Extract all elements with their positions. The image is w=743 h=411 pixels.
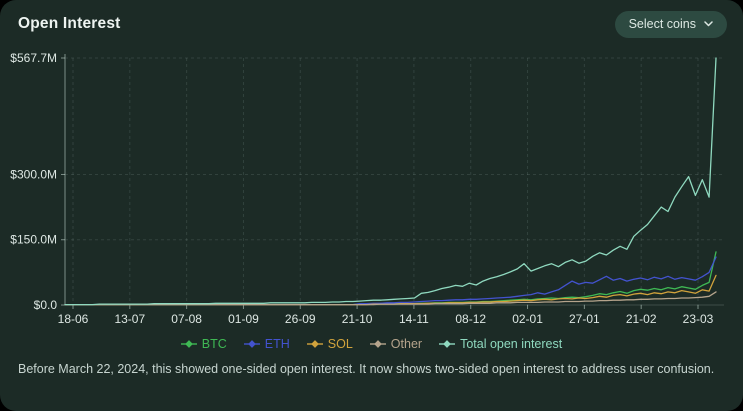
x-axis-label: 27-01 xyxy=(569,312,600,326)
page-title: Open Interest xyxy=(18,15,121,32)
legend-item-btc[interactable]: BTC xyxy=(180,337,227,351)
x-axis-label: 07-08 xyxy=(171,312,202,326)
legend-item-eth[interactable]: ETH xyxy=(243,337,290,351)
x-axis-label: 23-03 xyxy=(683,312,714,326)
series-marker-icon xyxy=(369,340,386,348)
x-axis-label: 08-12 xyxy=(455,312,486,326)
x-axis-label: 13-07 xyxy=(114,312,145,326)
x-axis-label: 26-09 xyxy=(285,312,316,326)
series-marker-icon xyxy=(243,340,260,348)
x-axis-label: 21-10 xyxy=(342,312,373,326)
legend-item-total-open-interest[interactable]: Total open interest xyxy=(439,337,562,351)
open-interest-chart: $567.7M $300.0M $150.0M $0.018-06 13-07 07-08… xyxy=(10,51,724,326)
legend-item-other[interactable]: Other xyxy=(369,337,423,351)
y-axis-label: $300.0M xyxy=(10,167,57,181)
legend-label-sol: SOL xyxy=(327,337,353,351)
series-marker-icon xyxy=(439,340,456,348)
chevron-down-icon xyxy=(704,21,713,27)
select-coins-label: Select coins xyxy=(628,17,696,31)
chart-legend: BTC ETH SOL Other Total open interest xyxy=(0,334,743,354)
y-axis-label: $150.0M xyxy=(10,233,57,247)
x-axis-label: 21-02 xyxy=(626,312,657,326)
legend-label-btc: BTC xyxy=(201,337,227,351)
series-line-eth xyxy=(64,256,717,306)
x-axis-label: 01-09 xyxy=(228,312,259,326)
select-coins-button[interactable]: Select coins xyxy=(614,11,727,38)
legend-item-sol[interactable]: SOL xyxy=(306,337,353,351)
series-marker-icon xyxy=(306,340,323,348)
x-axis-label: 14-11 xyxy=(399,312,429,326)
y-axis-label: $0.0 xyxy=(34,298,58,312)
x-axis-label: 02-01 xyxy=(512,312,543,326)
series-line-total-open-interest xyxy=(64,57,717,306)
series-line-other xyxy=(64,291,717,306)
series-marker-icon xyxy=(180,340,197,348)
series-line-btc xyxy=(64,251,717,306)
y-axis-label: $567.7M xyxy=(10,51,57,65)
legend-label-eth: ETH xyxy=(264,337,290,351)
legend-label-total-open-interest: Total open interest xyxy=(460,337,563,351)
x-axis-label: 18-06 xyxy=(58,312,89,326)
chart-footnote: Before March 22, 2024, this showed one-s… xyxy=(18,362,715,376)
legend-label-other: Other xyxy=(390,337,423,351)
